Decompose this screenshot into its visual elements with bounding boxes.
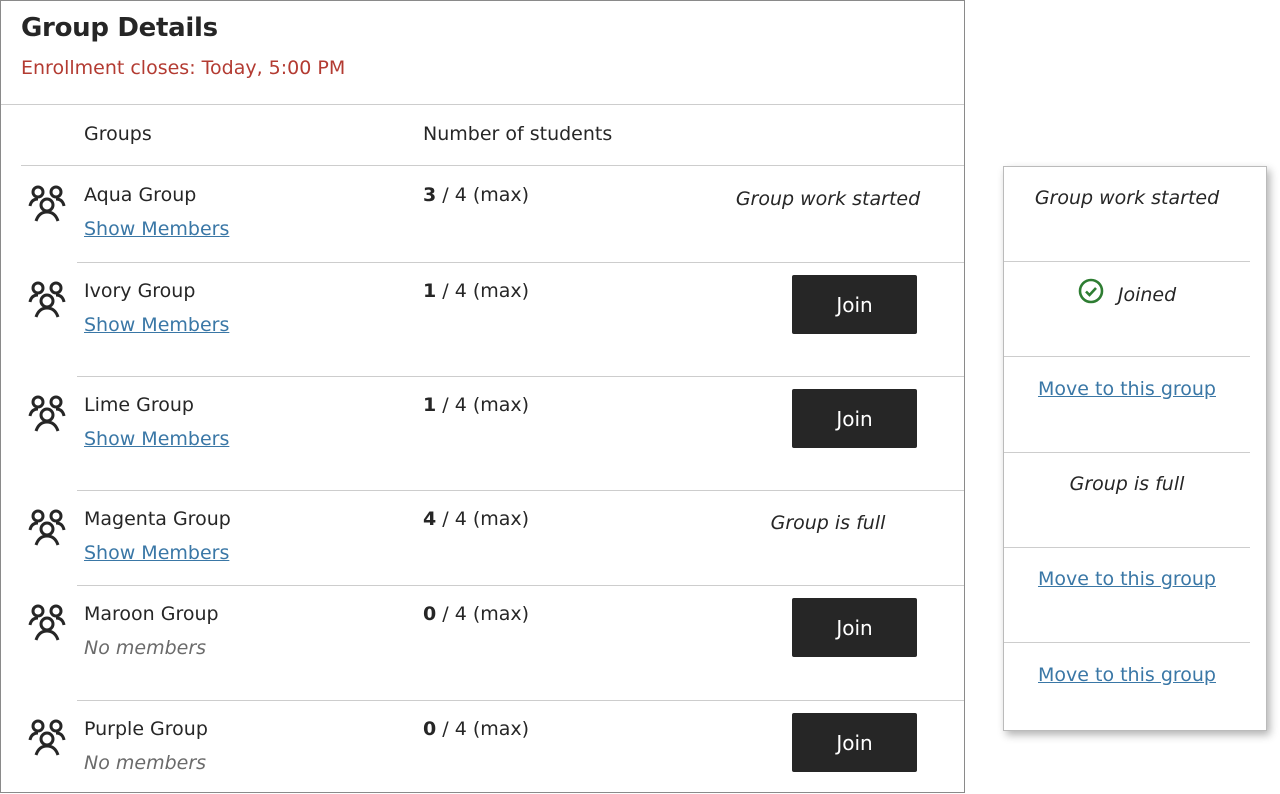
status-variant: Move to this group — [1004, 358, 1250, 453]
group-name: Purple Group — [84, 718, 208, 740]
divider — [21, 165, 964, 166]
join-button[interactable]: Join — [792, 713, 917, 772]
max-count: / 4 (max) — [436, 508, 530, 530]
status-variant: Joined — [1004, 262, 1250, 358]
current-count: 1 — [423, 394, 437, 416]
show-members-link[interactable]: Show Members — [84, 428, 230, 450]
move-to-group-link[interactable]: Move to this group — [1038, 568, 1216, 591]
move-to-group-link[interactable]: Move to this group — [1038, 377, 1216, 400]
group-name: Maroon Group — [84, 603, 219, 625]
show-members-link[interactable]: Show Members — [84, 218, 230, 240]
status-variant: Move to this group — [1004, 548, 1250, 644]
group-name: Aqua Group — [84, 184, 197, 206]
table-row: Purple Group No members 0 / 4 (max) Join — [1, 700, 964, 794]
column-header-groups: Groups — [84, 123, 152, 145]
current-count: 3 — [423, 184, 437, 206]
divider — [77, 376, 964, 377]
divider — [77, 700, 964, 701]
table-row: Magenta Group Show Members 4 / 4 (max) G… — [1, 490, 964, 586]
current-count: 0 — [423, 718, 437, 740]
group-icon — [27, 280, 67, 320]
status-text: Group work started — [1034, 187, 1220, 209]
group-icon — [27, 718, 67, 758]
group-status: Group work started — [735, 188, 921, 210]
no-members-text: No members — [84, 637, 207, 659]
move-to-group-link[interactable]: Move to this group — [1038, 663, 1216, 686]
joined-status: Joined — [1117, 284, 1177, 307]
student-count: 1 / 4 (max) — [423, 394, 529, 416]
group-details-panel: Group Details Enrollment closes: Today, … — [0, 0, 965, 793]
group-icon — [27, 394, 67, 434]
status-variant: Group work started — [1004, 167, 1250, 262]
join-button[interactable]: Join — [792, 275, 917, 334]
student-count: 4 / 4 (max) — [423, 508, 529, 530]
student-count: 3 / 4 (max) — [423, 184, 529, 206]
table-row: Aqua Group Show Members 3 / 4 (max) Grou… — [1, 166, 964, 263]
page-title: Group Details — [21, 13, 218, 43]
check-circle-icon — [1078, 278, 1104, 309]
group-name: Ivory Group — [84, 280, 196, 302]
student-count: 0 / 4 (max) — [423, 718, 529, 740]
show-members-link[interactable]: Show Members — [84, 314, 230, 336]
column-header-students: Number of students — [423, 123, 613, 145]
max-count: / 4 (max) — [436, 603, 530, 625]
table-row: Maroon Group No members 0 / 4 (max) Join — [1, 585, 964, 701]
group-icon — [27, 184, 67, 224]
max-count: / 4 (max) — [436, 394, 530, 416]
student-count: 1 / 4 (max) — [423, 280, 529, 302]
divider — [77, 262, 964, 263]
group-name: Lime Group — [84, 394, 194, 416]
group-status: Group is full — [770, 512, 886, 534]
student-count: 0 / 4 (max) — [423, 603, 529, 625]
divider — [77, 490, 964, 491]
status-text: Group is full — [1069, 472, 1185, 495]
show-members-link[interactable]: Show Members — [84, 542, 230, 564]
join-button[interactable]: Join — [792, 598, 917, 657]
status-variant: Move to this group — [1004, 644, 1250, 739]
group-icon — [27, 508, 67, 548]
current-count: 4 — [423, 508, 437, 530]
current-count: 1 — [423, 280, 437, 302]
status-variants-panel: Group work started Joined Move to this gro… — [1003, 166, 1267, 731]
join-button[interactable]: Join — [792, 389, 917, 448]
max-count: / 4 (max) — [436, 184, 530, 206]
table-row: Ivory Group Show Members 1 / 4 (max) Joi… — [1, 262, 964, 377]
table-row: Lime Group Show Members 1 / 4 (max) Join — [1, 376, 964, 491]
group-icon — [27, 603, 67, 643]
enrollment-deadline: Enrollment closes: Today, 5:00 PM — [21, 57, 346, 79]
no-members-text: No members — [84, 752, 207, 774]
divider — [77, 585, 964, 586]
status-variant: Group is full — [1004, 453, 1250, 548]
max-count: / 4 (max) — [436, 718, 530, 740]
group-name: Magenta Group — [84, 508, 231, 530]
divider — [1, 104, 964, 105]
max-count: / 4 (max) — [436, 280, 530, 302]
current-count: 0 — [423, 603, 437, 625]
